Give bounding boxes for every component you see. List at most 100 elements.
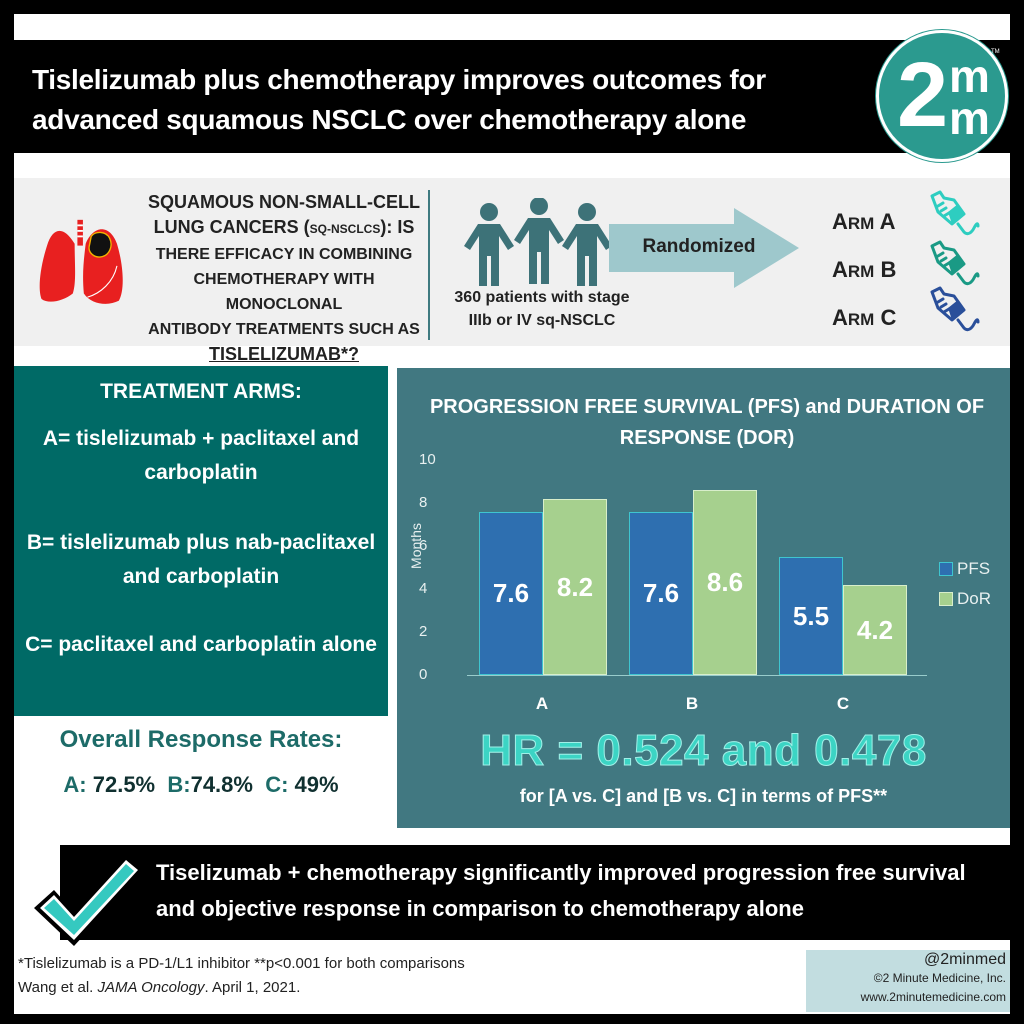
bar-label: 5.5 <box>792 600 830 631</box>
x-category-b: B <box>685 694 699 713</box>
y-tick: 10 <box>419 451 436 468</box>
chart-legend: PFS DoR <box>939 554 991 614</box>
arm-letter: C <box>880 305 897 330</box>
bar-label: 7.6 <box>642 578 680 608</box>
arm-rest: RM <box>847 214 875 233</box>
arm-c-label: ARM C <box>832 294 922 342</box>
treatment-arm-b: B= tislelizumab plus nab-paclitaxel and … <box>26 531 376 588</box>
iv-bag-icon-b <box>930 240 980 286</box>
x-category-a: A <box>535 694 549 713</box>
section-divider <box>428 190 430 340</box>
bar-dor-b: 8.6 <box>693 490 757 675</box>
randomized-label: Randomized <box>642 236 756 257</box>
bar-label: 8.6 <box>706 567 744 597</box>
treatment-arm-c: C= paclitaxel and carboplatin alone <box>25 633 377 656</box>
orr-values: A: 72.5% B:74.8% C: 49% <box>14 772 388 798</box>
chart-title: PROGRESSION FREE SURVIVAL (PFS) and DURA… <box>429 396 985 449</box>
orr-value-b: 74.8% <box>190 772 253 797</box>
legend-item-dor: DoR <box>939 584 991 614</box>
header-banner: Tislelizumab plus chemotherapy improves … <box>14 40 1010 153</box>
question-line-4: CHEMOTHERAPY WITH MONOCLONAL <box>193 271 375 313</box>
legend-item-pfs: PFS <box>939 554 991 584</box>
y-tick: 2 <box>419 623 428 640</box>
orr-title: Overall Response Rates: <box>59 726 343 753</box>
treatment-arms-title: TREATMENT ARMS: <box>100 380 302 403</box>
arm-prefix: A <box>832 305 848 330</box>
hazard-ratio-subtitle: for [A vs. C] and [B vs. C] in terms of … <box>519 786 888 806</box>
bar-pfs-b: 7.6 <box>629 512 693 675</box>
study-design-panel: SQUAMOUS NON-SMALL-CELL LUNG CANCERS (SQ… <box>14 178 1010 364</box>
footnote-line: *Tislelizumab is a PD-1/L1 inhibitor **p… <box>18 955 465 972</box>
question-line-3: THERE EFFICACY IN COMBINING <box>155 246 413 263</box>
y-tick: 0 <box>419 666 428 683</box>
x-category-c: C <box>836 694 850 713</box>
arm-list: ARM A ARM B ARM C <box>832 198 922 342</box>
arm-b-label: ARM B <box>832 246 922 294</box>
patients-icon <box>464 198 612 286</box>
copyright: ©2 Minute Medicine, Inc. <box>873 971 1006 985</box>
bar-dor-a: 8.2 <box>543 499 607 675</box>
orr-label-c: C: <box>265 772 295 797</box>
arm-letter: A <box>879 209 896 234</box>
bar-label: 7.6 <box>492 578 530 608</box>
randomized-arrow-icon <box>609 208 799 288</box>
arm-a-label: ARM A <box>832 198 922 246</box>
question-line-5: ANTIBODY TREATMENTS SUCH AS <box>148 321 420 338</box>
footnotes: *Tislelizumab is a PD-1/L1 inhibitor **p… <box>18 952 778 1000</box>
iv-bag-icon-a <box>930 190 980 236</box>
iv-bag-icon-c <box>930 286 980 332</box>
bar-pfs-a: 7.6 <box>479 512 543 675</box>
credit-box: @2minmed ©2 Minute Medicine, Inc. www.2m… <box>806 950 1010 1012</box>
logo-letter-bottom: m <box>949 92 990 144</box>
patients-line-2: IIIb or IV sq-NSCLC <box>468 312 616 329</box>
orr-value-a: 72.5% <box>92 772 156 797</box>
citation-date: . April 1, 2021. <box>204 979 301 996</box>
arm-prefix: A <box>832 257 848 282</box>
question-line-1: SQUAMOUS NON-SMALL-CELL <box>148 192 420 212</box>
citation-authors: Wang et al. <box>18 979 98 996</box>
y-tick: 4 <box>419 580 428 597</box>
y-tick: 6 <box>419 537 428 554</box>
question-drug: TISLELIZUMAB*? <box>209 344 359 364</box>
logo-letter-top: m <box>949 50 990 102</box>
logo-digit: 2 <box>897 44 949 146</box>
arm-letter: B <box>880 257 897 282</box>
hazard-ratio-headline: HR = 0.524 and 0.478 <box>480 726 927 776</box>
orr-label-a: A: <box>63 772 93 797</box>
website-link[interactable]: www.2minutemedicine.com <box>860 990 1006 1004</box>
y-tick: 8 <box>419 494 428 511</box>
legend-swatch-dor <box>939 592 953 606</box>
patients-line-1: 360 patients with stage <box>454 289 630 306</box>
bar-pfs-c: 5.5 <box>779 557 843 675</box>
bar-label: 8.2 <box>556 571 594 602</box>
arm-prefix: A <box>832 209 848 234</box>
logo-trademark: TM <box>991 49 1000 55</box>
citation: Wang et al. JAMA Oncology. April 1, 2021… <box>18 976 778 1000</box>
pfs-dor-chart-panel: PROGRESSION FREE SURVIVAL (PFS) and DURA… <box>397 368 1010 828</box>
bar-dor-c: 4.2 <box>843 585 907 675</box>
2mm-logo: 2 m m TM <box>876 30 1008 162</box>
research-question: SQUAMOUS NON-SMALL-CELL LUNG CANCERS (SQ… <box>134 190 434 368</box>
arm-rest: RM <box>847 310 875 329</box>
question-abbrev: SQ-NSCLCS <box>309 222 381 236</box>
citation-journal: JAMA Oncology <box>97 979 205 996</box>
orr-value-c: 49% <box>294 772 339 797</box>
question-line-2: LUNG CANCERS (SQ-NSCLCS): IS <box>134 215 434 242</box>
question-line-2c: ): IS <box>380 217 415 237</box>
legend-label: PFS <box>957 559 991 578</box>
treatment-arm-a: A= tislelizumab + paclitaxel and carbopl… <box>42 427 360 484</box>
x-axis-line <box>467 675 927 676</box>
treatment-arms-panel: TREATMENT ARMS: A= tislelizumab + paclit… <box>14 366 388 716</box>
checkmark-icon <box>34 854 144 946</box>
conclusion-banner: Tiselizumab + chemotherapy significantly… <box>60 845 1010 940</box>
page-title: Tislelizumab plus chemotherapy improves … <box>32 64 766 135</box>
orr-label-b: B: <box>167 772 191 797</box>
bar-label: 4.2 <box>856 614 894 645</box>
patient-count: 360 patients with stage IIIb or IV sq-NS… <box>432 286 652 332</box>
lung-tumor-icon <box>39 219 123 304</box>
social-handle[interactable]: @2minmed <box>923 951 1006 968</box>
arm-rest: RM <box>847 262 875 281</box>
question-line-2a: LUNG CANCERS ( <box>153 217 310 237</box>
legend-label: DoR <box>957 589 992 608</box>
legend-swatch-pfs <box>939 562 953 576</box>
